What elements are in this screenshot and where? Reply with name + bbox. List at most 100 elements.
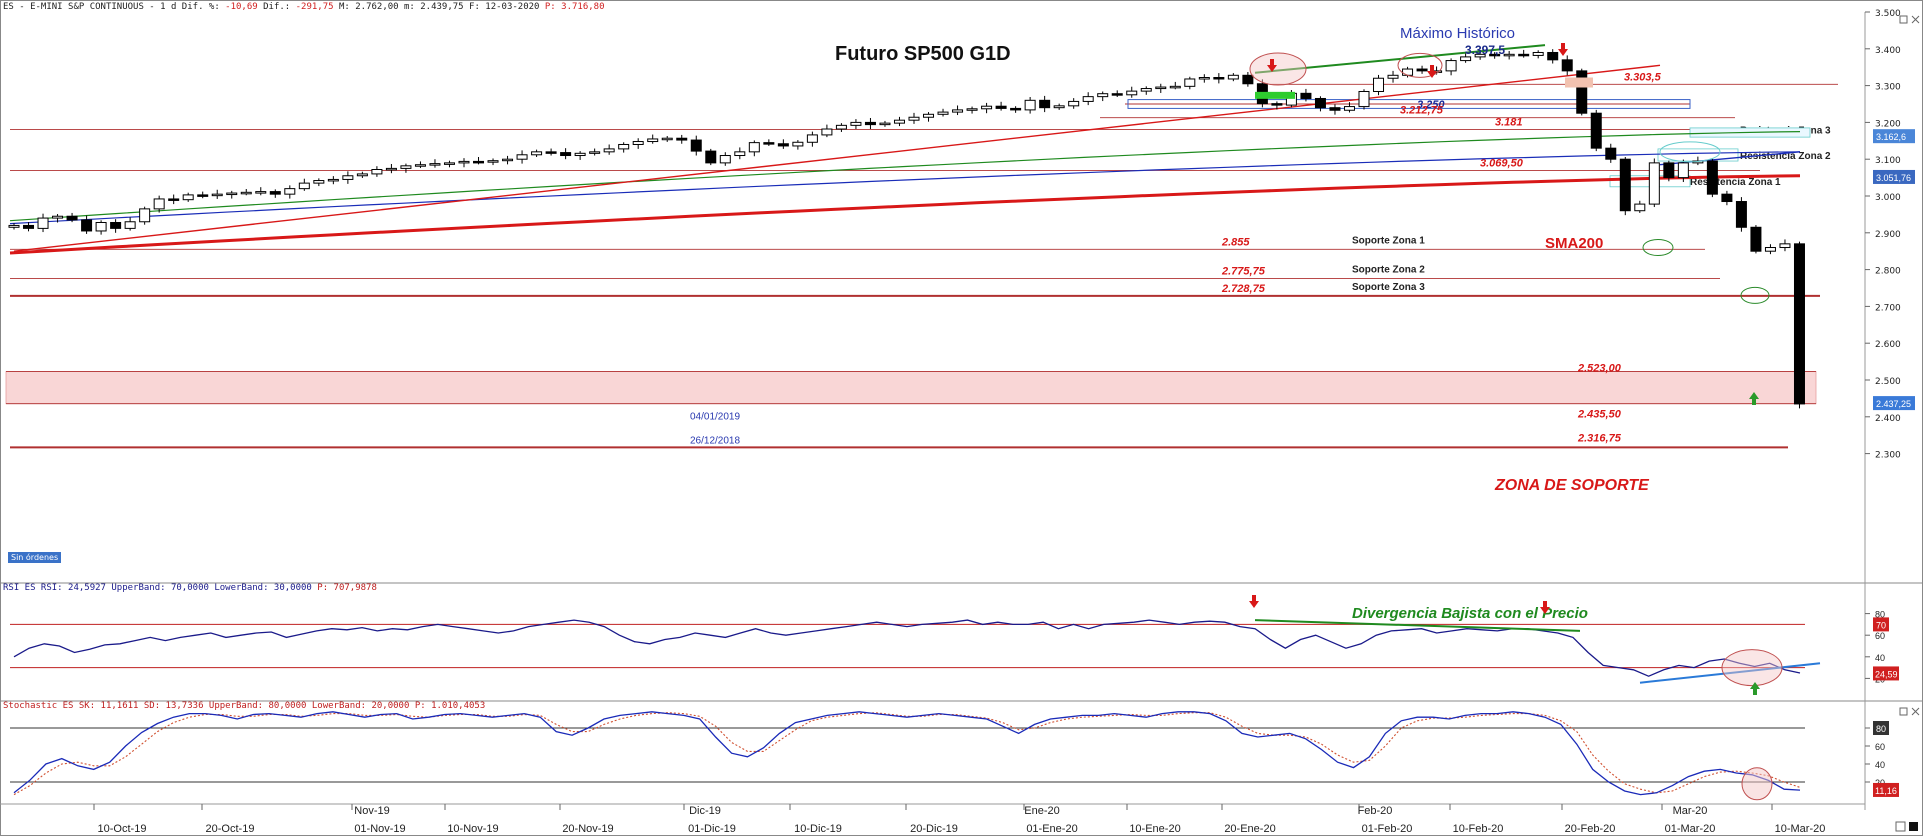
candle-bullish xyxy=(893,119,905,124)
x-tick-label: 20-Dic-19 xyxy=(910,823,958,835)
candle-bullish xyxy=(443,162,455,165)
candle-bullish xyxy=(792,141,804,147)
candle-bullish xyxy=(1140,88,1152,92)
candle-bearish xyxy=(81,219,93,232)
price-badge-label: 3.051,76 xyxy=(1876,173,1911,183)
candle-bullish xyxy=(879,122,891,126)
highlight-green-bar xyxy=(1255,91,1295,99)
candle-bullish xyxy=(603,148,615,153)
price-badge-label: 3.162,6 xyxy=(1876,132,1906,142)
panel-maximize-icon xyxy=(1899,15,1908,24)
candle-bullish xyxy=(327,178,339,182)
candle-bearish xyxy=(1619,158,1631,212)
candle-bullish xyxy=(211,193,223,197)
down-arrow-icon xyxy=(1427,65,1437,78)
x-tick-label: 20-Nov-19 xyxy=(562,823,613,835)
candle-bearish xyxy=(995,105,1007,109)
y-tick-label: 2.900 xyxy=(1875,230,1901,240)
candle-bullish xyxy=(385,167,397,171)
candle-bullish xyxy=(1169,85,1181,89)
level-label: 2.435,50 xyxy=(1577,409,1622,421)
candle-bearish xyxy=(1213,77,1225,80)
y-tick-label: 2.400 xyxy=(1875,414,1901,424)
candle-bullish xyxy=(37,217,49,229)
candle-bearish xyxy=(197,194,209,197)
stoch-highlight-ellipse xyxy=(1741,767,1773,801)
candle-bullish xyxy=(371,169,383,175)
x-tick-label: 10-Nov-19 xyxy=(447,823,498,835)
highlight-orange-bar xyxy=(1565,77,1593,88)
candle-bearish xyxy=(1590,112,1602,149)
level-label: 2.855 xyxy=(1221,236,1250,248)
candle-bullish xyxy=(516,154,528,160)
x-tick-label: 10-Ene-20 xyxy=(1129,823,1180,835)
top-trendline xyxy=(1254,44,1546,74)
date-label-2: 26/12/2018 xyxy=(690,435,740,446)
candle-bullish xyxy=(1445,60,1457,72)
level-label: 3.069,50 xyxy=(1480,157,1524,169)
candle-bearish xyxy=(168,198,180,201)
rsi-line xyxy=(13,619,1801,677)
no-orders-badge[interactable]: Sin órdenes xyxy=(8,552,62,563)
candle-bullish xyxy=(284,188,296,195)
highlight-ellipse xyxy=(1659,141,1721,163)
rsi-down-arrow-icon xyxy=(1249,595,1259,608)
candle-bearish xyxy=(1416,68,1428,72)
candle-bearish xyxy=(1111,93,1123,96)
level-box-3250 xyxy=(1127,99,1691,109)
candle-bullish xyxy=(618,143,630,150)
candle-bullish xyxy=(1198,77,1210,80)
candle-bearish xyxy=(1750,226,1762,252)
candle-bullish xyxy=(661,137,673,141)
candle-bullish xyxy=(1779,243,1791,249)
candle-bullish xyxy=(356,173,368,177)
stoch-y-tick-label: 60 xyxy=(1875,742,1885,752)
stoch-sk-line xyxy=(13,711,1801,796)
candle-bullish xyxy=(1053,105,1065,109)
candle-bullish xyxy=(908,116,920,121)
support-zone-2-label: Soporte Zona 2 xyxy=(1352,265,1425,276)
resistance-zone-2-label: Resistencia Zona 2 xyxy=(1740,151,1831,162)
candle-bullish xyxy=(502,158,514,162)
rsi-highlight-ellipse xyxy=(1721,649,1783,687)
candle-bearish xyxy=(1489,53,1501,57)
candle-bearish xyxy=(23,224,35,229)
candle-bullish xyxy=(1343,106,1355,111)
candle-bullish xyxy=(850,121,862,126)
candle-bearish xyxy=(1300,92,1312,99)
candle-bearish xyxy=(110,221,122,229)
rsi-header: RSI ES RSI: 24,5927 UpperBand: 70,0000 L… xyxy=(3,583,377,593)
y-tick-label: 2.500 xyxy=(1875,377,1901,387)
down-arrow-icon xyxy=(1558,43,1568,56)
x-tick-label: 10-Feb-20 xyxy=(1453,823,1504,835)
candle-bearish xyxy=(1706,160,1718,195)
candle-bullish xyxy=(414,164,426,167)
candle-bullish xyxy=(531,151,543,156)
x-tick-label: 01-Nov-19 xyxy=(354,823,405,835)
candle-bullish xyxy=(313,180,325,184)
candle-bearish xyxy=(560,152,572,157)
candle-bearish xyxy=(1605,147,1617,160)
candle-bullish xyxy=(821,128,833,136)
candle-bullish xyxy=(1402,68,1414,76)
level-label: 3.212,75 xyxy=(1400,105,1444,117)
candle-bearish xyxy=(705,150,717,164)
panel-close-icon xyxy=(1911,15,1920,24)
y-tick-label: 3.100 xyxy=(1875,156,1901,166)
rsi-badge-upper-label: 70 xyxy=(1876,620,1886,630)
down-arrow-icon xyxy=(1267,59,1277,72)
candle-bullish xyxy=(1155,86,1167,90)
chart-header: ES - E-MINI S&P CONTINUOUS - 1 d Dif. %:… xyxy=(3,2,605,12)
candle-bearish xyxy=(1561,59,1573,72)
level-label: 3.250 xyxy=(1417,99,1445,111)
candle-bullish xyxy=(734,151,746,157)
candle-bullish xyxy=(1373,77,1385,92)
rsi-up-arrow-icon xyxy=(1750,682,1760,695)
dif-pct-value: -10,69 xyxy=(225,2,258,12)
candle-bullish xyxy=(632,141,644,145)
dif-value: -291,75 xyxy=(295,2,334,12)
candle-bullish xyxy=(981,105,993,110)
dif-label: Dif.: xyxy=(257,2,296,12)
candle-bullish xyxy=(153,198,165,210)
